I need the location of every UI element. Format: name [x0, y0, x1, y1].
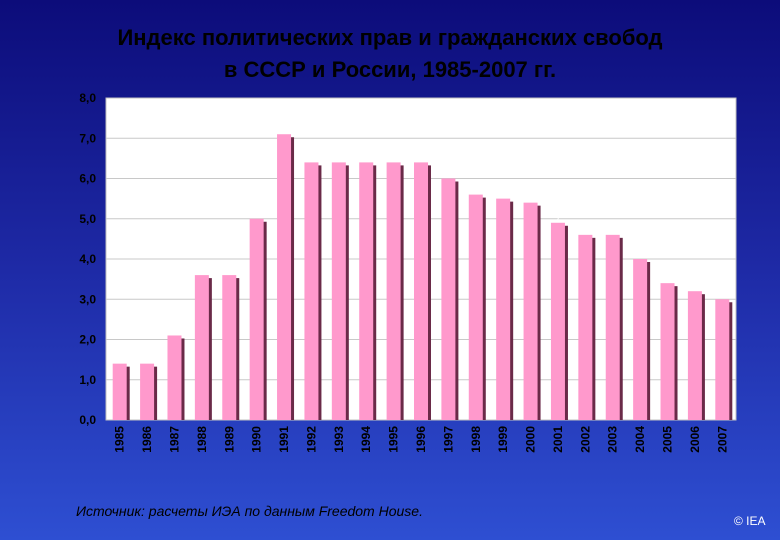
- chart-title-line-1: Индекс политических прав и гражданских с…: [117, 25, 663, 50]
- bar-value-label: 2,1: [166, 319, 183, 333]
- bar-value-label: 3,0: [714, 283, 731, 297]
- bar: [578, 234, 593, 420]
- y-tick-label: 4,0: [79, 252, 96, 266]
- x-tick-label: 2001: [551, 426, 565, 453]
- x-tick-label: 2004: [633, 426, 647, 453]
- copyright-notice: © IEA: [734, 514, 766, 528]
- bar: [112, 363, 127, 420]
- x-tick-label: 1994: [359, 426, 373, 453]
- bar-value-label: 3,6: [221, 259, 238, 273]
- bar-value-label: 3,6: [194, 259, 211, 273]
- bar-value-label: 6,4: [303, 146, 320, 160]
- bar-value-label: 4,0: [632, 243, 649, 257]
- bar: [194, 275, 209, 420]
- y-tick-label: 0,0: [79, 413, 96, 427]
- bar-value-label: 5,5: [495, 183, 512, 197]
- bar: [304, 162, 319, 420]
- y-tick-label: 3,0: [79, 292, 96, 306]
- x-tick-label: 2002: [578, 426, 592, 453]
- bar-value-label: 4,6: [577, 219, 594, 233]
- bar-value-label: 6,4: [330, 146, 347, 160]
- bar: [496, 198, 511, 420]
- y-tick-label: 1,0: [79, 373, 96, 387]
- x-tick-label: 1993: [332, 426, 346, 453]
- bar: [331, 162, 346, 420]
- bar-value-label: 5,4: [522, 187, 539, 201]
- bar: [550, 222, 565, 420]
- bar-value-label: 3,2: [687, 275, 704, 289]
- bar: [249, 218, 264, 420]
- bar: [441, 178, 456, 420]
- source-note: Источник: расчеты ИЭА по данным Freedom …: [76, 503, 423, 519]
- bar-value-label: 4,9: [550, 207, 567, 221]
- x-tick-label: 1995: [387, 426, 401, 453]
- bar: [605, 234, 620, 420]
- x-tick-label: 2005: [661, 426, 675, 453]
- bar-value-label: 1,4: [139, 348, 156, 362]
- bar: [468, 194, 483, 420]
- x-tick-label: 1996: [414, 426, 428, 453]
- x-tick-label: 1987: [167, 426, 181, 453]
- x-tick-label: 1992: [304, 426, 318, 453]
- bar-value-label: 6,4: [385, 146, 402, 160]
- chart-title: Индекс политических прав и гражданских с…: [0, 22, 780, 86]
- x-tick-label: 2003: [606, 426, 620, 453]
- bar: [715, 299, 730, 420]
- bar: [687, 291, 702, 420]
- bar-value-label: 5,6: [467, 179, 484, 193]
- value-labels: 1,4 1,4 2,1 3,6 3,6 5,0 7,1 6,4 6,4 6,4 6,4 6,4 6,0 5…: [111, 118, 731, 361]
- bar: [523, 202, 538, 420]
- x-tick-label: 1990: [250, 426, 264, 453]
- bar-value-label: 7,1: [276, 118, 293, 132]
- x-tick-label: 1998: [469, 426, 483, 453]
- x-tick-label: 2006: [688, 426, 702, 453]
- y-axis-ticks: 0,0 1,0 2,0 3,0 4,0 5,0 6,0 7,0 8,0: [79, 91, 96, 427]
- x-tick-label: 1986: [140, 426, 154, 453]
- bar: [633, 259, 648, 420]
- y-tick-label: 5,0: [79, 212, 96, 226]
- bar: [386, 162, 401, 420]
- bar-value-label: 3,4: [659, 267, 676, 281]
- bar: [222, 275, 237, 420]
- bar: [660, 283, 675, 420]
- bars: [112, 134, 733, 420]
- y-tick-label: 6,0: [79, 172, 96, 186]
- bar: [359, 162, 374, 420]
- y-tick-label: 2,0: [79, 333, 96, 347]
- x-axis-ticks: 1985 1986 1987 1988 1989 1990 1991 1992 1993 1994…: [113, 426, 730, 453]
- y-tick-label: 8,0: [79, 91, 96, 105]
- bar-value-label: 6,4: [358, 146, 375, 160]
- bar: [277, 134, 292, 420]
- bar-value-label: 4,6: [604, 219, 621, 233]
- x-tick-label: 2000: [524, 426, 538, 453]
- bar: [140, 363, 155, 420]
- bar-value-label: 5,0: [248, 203, 265, 217]
- x-tick-label: 1988: [195, 426, 209, 453]
- x-tick-label: 1985: [113, 426, 127, 453]
- x-tick-label: 1989: [222, 426, 236, 453]
- y-tick-label: 7,0: [79, 131, 96, 145]
- x-tick-label: 1991: [277, 426, 291, 453]
- x-tick-label: 1999: [496, 426, 510, 453]
- bar: [414, 162, 428, 420]
- x-tick-label: 2007: [715, 426, 729, 453]
- chart-title-line-2: в СССР и России, 1985-2007 гг.: [223, 57, 557, 82]
- bar: [167, 335, 182, 420]
- bar-value-label: 1,4: [111, 348, 128, 362]
- bar-value-label: 6,4: [413, 146, 430, 160]
- bar-value-label: 6,0: [440, 163, 457, 177]
- x-tick-label: 1997: [441, 426, 455, 453]
